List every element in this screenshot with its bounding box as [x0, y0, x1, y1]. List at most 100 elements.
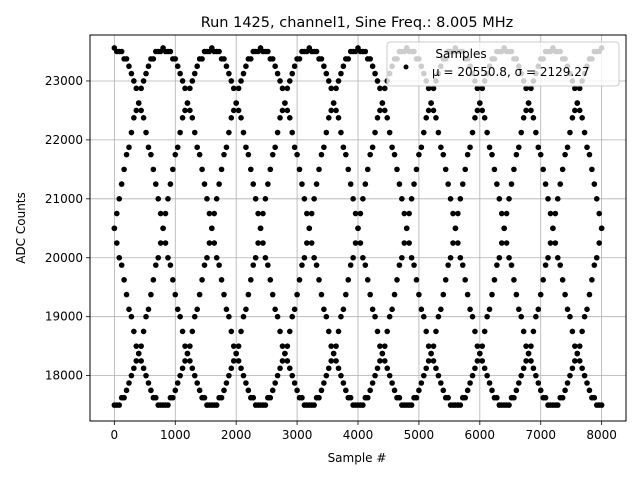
- data-point: [377, 358, 383, 364]
- data-point: [230, 358, 237, 364]
- data-point: [420, 313, 427, 320]
- data-point: [586, 151, 593, 158]
- data-point: [123, 56, 130, 62]
- data-point: [552, 240, 559, 246]
- data-point: [340, 380, 347, 386]
- data-point: [516, 144, 522, 151]
- data-point: [472, 328, 478, 335]
- data-point: [277, 114, 283, 121]
- data-point: [206, 240, 213, 246]
- data-point: [116, 402, 123, 408]
- data-point: [196, 387, 203, 394]
- data-point: [567, 372, 573, 379]
- data-point: [167, 48, 174, 55]
- data-point: [213, 196, 220, 202]
- data-point: [230, 107, 237, 114]
- data-point: [469, 129, 476, 136]
- data-point: [308, 240, 315, 246]
- data-point: [369, 144, 376, 151]
- data-point: [226, 70, 232, 77]
- data-point: [430, 107, 437, 114]
- data-point: [301, 196, 308, 202]
- data-point: [525, 100, 532, 106]
- data-point: [457, 254, 464, 261]
- data-point: [479, 85, 486, 92]
- data-point: [140, 114, 147, 121]
- data-point: [513, 291, 520, 298]
- data-point: [343, 151, 349, 158]
- data-point: [408, 196, 415, 202]
- data-point: [430, 358, 437, 364]
- data-point: [179, 328, 186, 335]
- data-point: [425, 358, 432, 364]
- data-point: [438, 306, 444, 313]
- data-point: [367, 151, 373, 158]
- data-point: [396, 181, 403, 187]
- data-point: [306, 225, 313, 232]
- data-point: [562, 387, 568, 394]
- data-point: [165, 254, 171, 261]
- data-point: [418, 306, 425, 313]
- data-point: [491, 277, 498, 283]
- data-point: [282, 350, 288, 357]
- data-point: [411, 181, 417, 187]
- data-point: [335, 328, 342, 335]
- data-point: [338, 372, 344, 379]
- data-point: [330, 100, 337, 106]
- data-point: [572, 107, 578, 114]
- data-point: [218, 277, 225, 283]
- data-point: [579, 114, 585, 121]
- data-point: [360, 196, 366, 202]
- data-point: [148, 291, 154, 298]
- data-point: [564, 144, 571, 151]
- data-point: [389, 380, 395, 386]
- data-point: [411, 262, 417, 268]
- data-point: [506, 196, 512, 202]
- data-point: [279, 343, 286, 349]
- data-point: [518, 313, 525, 320]
- data-point: [294, 291, 300, 298]
- data-point: [396, 394, 403, 401]
- data-point: [238, 365, 244, 372]
- data-point: [399, 196, 405, 202]
- data-point: [425, 107, 432, 114]
- data-point: [416, 387, 422, 394]
- data-point: [593, 196, 600, 202]
- data-point: [245, 291, 252, 298]
- data-point: [369, 63, 376, 70]
- data-point: [135, 100, 142, 106]
- data-point: [160, 225, 166, 232]
- data-point: [248, 56, 254, 62]
- data-point: [533, 372, 539, 379]
- data-point: [304, 210, 310, 217]
- data-point: [177, 70, 183, 77]
- data-point: [126, 63, 132, 70]
- data-point: [213, 402, 220, 408]
- data-point: [382, 358, 388, 364]
- data-point: [325, 328, 332, 335]
- data-point: [423, 365, 430, 372]
- data-point: [567, 313, 573, 320]
- data-point: [313, 48, 320, 55]
- data-point: [131, 328, 137, 335]
- data-point: [209, 225, 215, 232]
- data-point: [152, 394, 159, 401]
- data-point: [452, 225, 459, 232]
- data-point: [191, 313, 198, 320]
- data-point: [150, 56, 157, 62]
- data-point: [520, 365, 527, 372]
- data-point: [223, 144, 230, 151]
- data-point: [413, 166, 420, 173]
- data-point: [494, 394, 500, 401]
- data-point: [301, 254, 308, 261]
- data-point: [179, 78, 186, 84]
- data-point: [362, 48, 369, 55]
- data-point: [243, 63, 249, 70]
- data-point: [191, 70, 198, 77]
- data-point: [140, 328, 147, 335]
- data-point: [489, 387, 495, 394]
- data-point: [143, 313, 149, 320]
- x-tick-label: 6000: [465, 428, 496, 442]
- data-point: [508, 262, 515, 268]
- data-point: [357, 240, 364, 246]
